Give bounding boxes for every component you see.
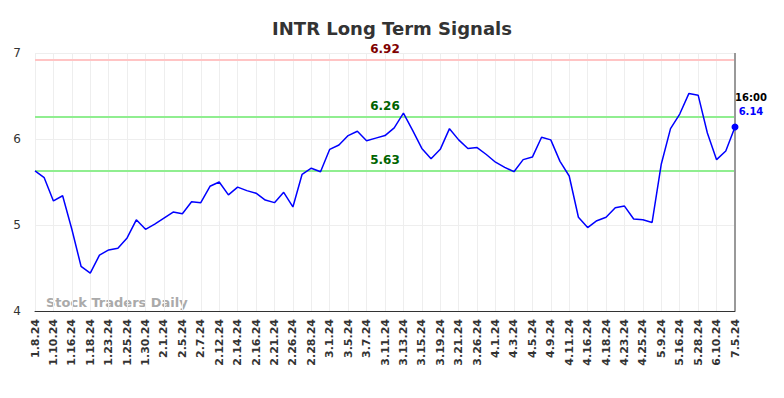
svg-text:6: 6 xyxy=(13,132,21,146)
svg-text:1.23.24: 1.23.24 xyxy=(102,319,115,366)
svg-text:4.18.24: 4.18.24 xyxy=(600,319,613,366)
svg-text:4.11.24: 4.11.24 xyxy=(563,319,576,366)
svg-text:5: 5 xyxy=(13,218,21,232)
svg-text:16:00: 16:00 xyxy=(735,92,767,103)
svg-text:6.26: 6.26 xyxy=(370,99,400,113)
svg-text:1.30.24: 1.30.24 xyxy=(139,319,152,366)
svg-text:3.15.24: 3.15.24 xyxy=(415,319,428,366)
svg-text:5.63: 5.63 xyxy=(370,153,400,167)
svg-text:5.9.24: 5.9.24 xyxy=(655,319,668,358)
svg-text:4.5.24: 4.5.24 xyxy=(526,319,539,358)
svg-text:3.7.24: 3.7.24 xyxy=(360,319,373,358)
svg-text:4.23.24: 4.23.24 xyxy=(618,319,631,366)
svg-text:4: 4 xyxy=(13,304,21,318)
svg-text:3.19.24: 3.19.24 xyxy=(434,319,447,366)
svg-text:6.92: 6.92 xyxy=(370,42,400,56)
svg-text:5.16.24: 5.16.24 xyxy=(673,319,686,366)
svg-text:4.16.24: 4.16.24 xyxy=(581,319,594,366)
svg-text:2.12.24: 2.12.24 xyxy=(213,319,226,366)
svg-text:2.16.24: 2.16.24 xyxy=(250,319,263,366)
svg-text:3.5.24: 3.5.24 xyxy=(342,319,355,358)
svg-text:1.16.24: 1.16.24 xyxy=(65,319,78,366)
svg-text:4.9.24: 4.9.24 xyxy=(544,319,557,358)
svg-text:7: 7 xyxy=(13,46,21,60)
svg-text:3.1.24: 3.1.24 xyxy=(323,319,336,358)
svg-text:3.13.24: 3.13.24 xyxy=(397,319,410,366)
svg-text:2.1.24: 2.1.24 xyxy=(157,319,170,358)
svg-text:4.1.24: 4.1.24 xyxy=(489,319,502,358)
svg-text:3.21.24: 3.21.24 xyxy=(452,319,465,366)
svg-text:4.25.24: 4.25.24 xyxy=(636,319,649,366)
svg-text:1.18.24: 1.18.24 xyxy=(84,319,97,366)
svg-text:4.3.24: 4.3.24 xyxy=(507,319,520,358)
svg-text:1.10.24: 1.10.24 xyxy=(47,319,60,366)
svg-text:2.26.24: 2.26.24 xyxy=(286,319,299,366)
svg-text:2.28.24: 2.28.24 xyxy=(305,319,318,366)
svg-text:6.14: 6.14 xyxy=(739,106,764,117)
svg-text:3.11.24: 3.11.24 xyxy=(379,319,392,366)
svg-text:1.25.24: 1.25.24 xyxy=(121,319,134,366)
svg-text:2.14.24: 2.14.24 xyxy=(231,319,244,366)
svg-text:2.7.24: 2.7.24 xyxy=(194,319,207,358)
svg-text:3.26.24: 3.26.24 xyxy=(471,319,484,366)
svg-text:2.21.24: 2.21.24 xyxy=(268,319,281,366)
svg-text:INTR Long Term Signals: INTR Long Term Signals xyxy=(272,18,512,39)
svg-text:5.28.24: 5.28.24 xyxy=(692,319,705,366)
svg-text:6.10.24: 6.10.24 xyxy=(710,319,723,366)
svg-text:1.8.24: 1.8.24 xyxy=(29,319,42,358)
svg-text:Stock Traders Daily: Stock Traders Daily xyxy=(46,295,188,310)
svg-text:7.5.24: 7.5.24 xyxy=(729,319,742,358)
svg-text:2.5.24: 2.5.24 xyxy=(176,319,189,358)
